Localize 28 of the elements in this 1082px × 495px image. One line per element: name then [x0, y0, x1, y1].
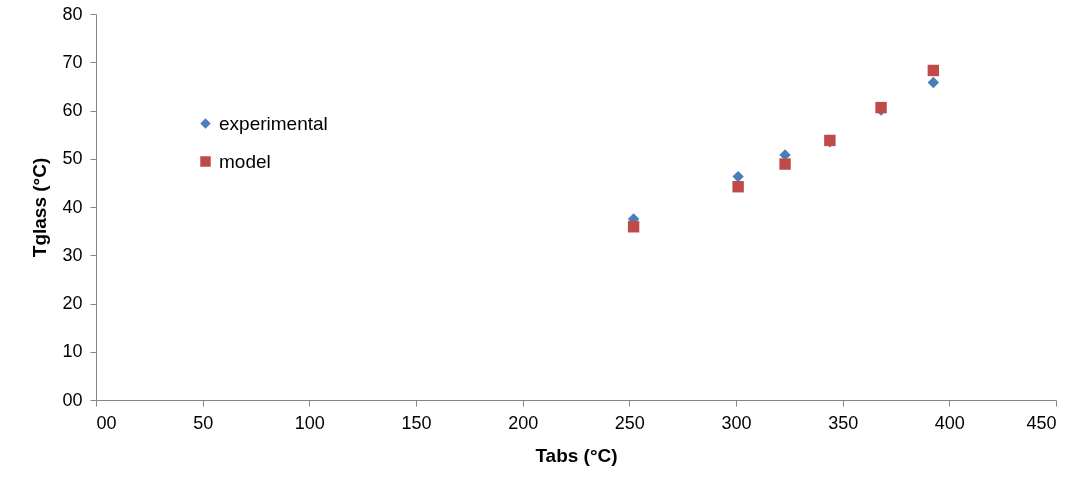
y-tick-label: 80: [62, 3, 83, 24]
point: [927, 64, 940, 77]
y-tick-label: 30: [62, 244, 83, 265]
x-tick-label: 150: [401, 412, 432, 433]
x-tick-label: 300: [721, 412, 752, 433]
point: [732, 181, 744, 193]
point: [627, 221, 640, 233]
y-tick-label: 00: [62, 389, 83, 410]
y-tick-label: 20: [62, 293, 83, 313]
x-tick-label: 200: [508, 412, 539, 433]
point: [779, 158, 791, 170]
y-tick-label: 60: [62, 100, 83, 120]
x-tick-label: 50: [193, 412, 214, 433]
x-axis-title: Tabs (°C): [535, 444, 618, 466]
x-tick-label: 350: [828, 412, 859, 433]
x-tick-label: 450: [1026, 412, 1057, 433]
x-tick-label: 400: [934, 412, 965, 433]
x-tick-label: 100: [294, 412, 325, 433]
x-tick-label: 250: [614, 412, 645, 433]
y-tick-label: 50: [62, 148, 83, 169]
y-tick-label: 70: [62, 51, 83, 72]
x-tick-label: 00: [96, 412, 117, 433]
y-axis-title: Tglass (°C): [29, 157, 51, 258]
y-tick-label: 40: [62, 196, 83, 217]
legend-label: experimental: [219, 112, 328, 134]
y-tick-label: 10: [62, 341, 83, 362]
legend-label: model: [219, 150, 271, 172]
point: [927, 76, 940, 89]
